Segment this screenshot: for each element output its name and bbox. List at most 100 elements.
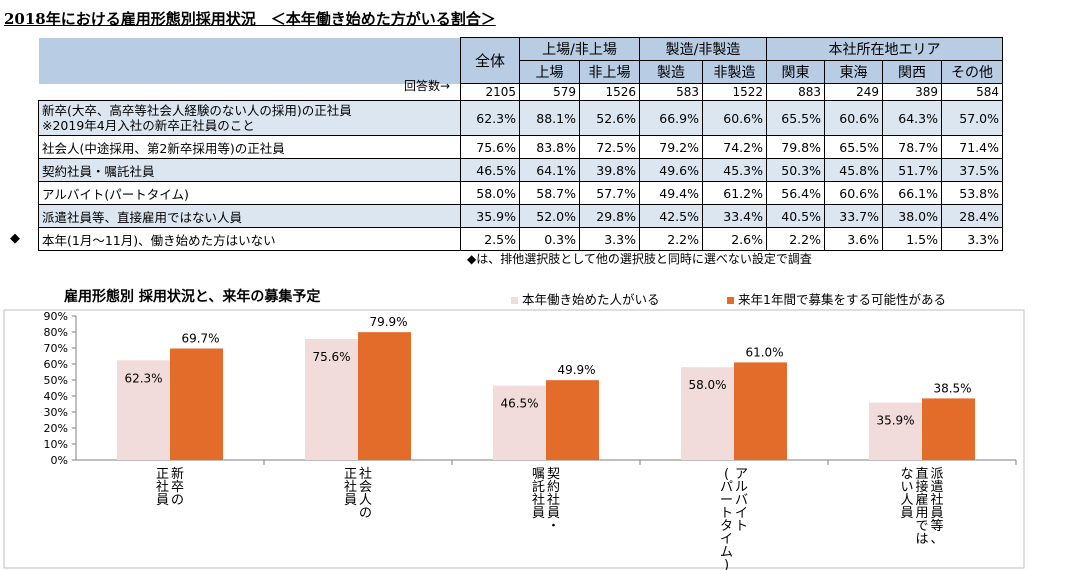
- table-cell: 58.7%: [519, 181, 580, 205]
- table-cell: 58.0%: [460, 181, 520, 205]
- bar: [681, 367, 734, 460]
- table-cell: 60.6%: [824, 181, 883, 205]
- table-cell: 45.8%: [824, 158, 883, 182]
- column-header: 上場: [519, 60, 580, 84]
- table-cell: 33.7%: [824, 204, 883, 228]
- table-cell: 29.8%: [579, 204, 640, 228]
- bar: [869, 402, 922, 460]
- column-header: 関西: [882, 60, 942, 84]
- data-label: 61.0%: [745, 345, 783, 359]
- table-cell: 2.6%: [702, 227, 767, 251]
- respondent-count: 2105: [460, 83, 520, 101]
- row-label: 本年(1月～11月)、働き始めた方はいない: [38, 227, 461, 251]
- category-label-char: 正: [344, 467, 357, 482]
- table-cell: 83.8%: [519, 135, 580, 159]
- table-cell: 62.3%: [460, 100, 520, 136]
- table-cell: 64.3%: [882, 100, 942, 136]
- table-cell: 66.9%: [639, 100, 703, 136]
- category-label-char: 員: [532, 506, 545, 521]
- table-cell: 60.6%: [824, 100, 883, 136]
- category-label-char: 人: [359, 493, 372, 508]
- table-cell: 35.9%: [460, 204, 520, 228]
- bar-chart: 0% 10% 20% 30% 40% 50% 60% 70% 80% 90% 62.3% 69.7% 新…: [3, 309, 1025, 570]
- category-label-char: ア: [735, 467, 748, 482]
- table-cell: 50.3%: [766, 158, 825, 182]
- category-label-char: 用: [915, 506, 928, 521]
- bar: [170, 348, 223, 460]
- page-title: 2018年における雇用形態別採用状況 ＜本年働き始めた方がいる割合＞: [4, 10, 496, 28]
- y-tick-label: 60%: [44, 358, 68, 371]
- y-tick-label: 90%: [44, 310, 68, 323]
- category-label-char: タ: [720, 519, 733, 534]
- bar: [305, 339, 358, 460]
- category-label-char: ル: [735, 480, 748, 495]
- respondent-count: 584: [941, 83, 1003, 101]
- y-tick-label: 80%: [44, 326, 68, 339]
- table-cell: 65.5%: [824, 135, 883, 159]
- table-cell: 3.3%: [941, 227, 1003, 251]
- table-cell: 64.1%: [519, 158, 580, 182]
- data-table: 全体 上場/非上場 製造/非製造 本社所在地エリア 上場 非上場 製造 非製造 …: [38, 37, 1003, 251]
- table-row: 派遣社員等、直接雇用ではない人員 35.9% 52.0% 29.8% 42.5%…: [38, 204, 1003, 228]
- table-cell: 79.8%: [766, 135, 825, 159]
- category-label-char: い: [900, 480, 913, 495]
- table-cell: 66.1%: [882, 181, 942, 205]
- legend-label: 本年働き始めた人がいる: [522, 292, 660, 307]
- table-cell: 49.6%: [639, 158, 703, 182]
- y-tick-label: 10%: [44, 438, 68, 451]
- category-label-char: イ: [735, 506, 748, 521]
- row-label: 派遣社員等、直接雇用ではない人員: [38, 204, 461, 228]
- table-cell: 38.0%: [882, 204, 942, 228]
- table-cell: 79.2%: [639, 135, 703, 159]
- category-label-char: 員: [156, 493, 169, 508]
- table-cell: 2.2%: [766, 227, 825, 251]
- category-label-char: な: [900, 467, 913, 482]
- category-label-char: ト: [720, 506, 733, 521]
- category-label-char: 会: [359, 480, 372, 495]
- respondent-count: 1522: [702, 83, 767, 101]
- category-label-char: 接: [915, 479, 928, 495]
- table-cell: 60.6%: [702, 100, 767, 136]
- legend-item-series-1: 本年働き始めた人がいる: [511, 289, 660, 308]
- table-cell: 37.5%: [941, 158, 1003, 182]
- category-label-char: 嘱: [532, 467, 545, 482]
- category-label-char: で: [915, 519, 928, 534]
- category-label-char: 員: [930, 506, 943, 521]
- respondent-count: 389: [882, 83, 942, 101]
- header-group-manufacturing: 製造/非製造: [639, 37, 767, 61]
- column-header: その他: [941, 60, 1003, 84]
- y-tick-label: 40%: [44, 390, 68, 403]
- table-row: 社会人(中途採用、第2新卒採用等)の正社員 75.6% 83.8% 72.5% …: [38, 135, 1003, 159]
- bar: [117, 360, 170, 460]
- table-cell: 74.2%: [702, 135, 767, 159]
- category-label-char: パ: [720, 480, 733, 495]
- respondents-row: 2105 579 1526 583 1522 883 249 389 584: [38, 83, 1003, 101]
- category-label-char: 社: [532, 492, 545, 508]
- legend-label: 来年1年間で募集をする可能性がある: [738, 292, 946, 307]
- category-label-char: は: [915, 532, 928, 547]
- data-label: 62.3%: [124, 371, 162, 385]
- category-label-char: 社: [156, 479, 169, 495]
- header-group-area: 本社所在地エリア: [766, 37, 1003, 61]
- category-label-char: バ: [735, 493, 748, 508]
- category-label-char: 社: [359, 466, 372, 482]
- table-cell: 49.4%: [639, 181, 703, 205]
- category-label-char: 直: [915, 467, 928, 482]
- header-group-listed: 上場/非上場: [519, 37, 640, 61]
- row-label: 新卒(大卒、高卒等社会人経験のない人の採用)の正社員: [42, 103, 352, 118]
- table-cell: 40.5%: [766, 204, 825, 228]
- legend-swatch: [511, 297, 518, 304]
- data-label: 49.9%: [557, 363, 595, 377]
- table-cell: 3.3%: [579, 227, 640, 251]
- table-cell: 3.6%: [824, 227, 883, 251]
- table-row: 契約社員・嘱託社員 46.5% 64.1% 39.8% 49.6% 45.3% …: [38, 158, 1003, 182]
- table-cell: 0.3%: [519, 227, 580, 251]
- table-cell: 52.6%: [579, 100, 640, 136]
- table-cell: 88.1%: [519, 100, 580, 136]
- respondent-count: 1526: [579, 83, 640, 101]
- data-label: 46.5%: [500, 397, 538, 411]
- y-tick-label: 70%: [44, 342, 68, 355]
- category-label-char: 社: [344, 479, 357, 495]
- chart-frame: [3, 309, 1025, 569]
- table-cell: 45.3%: [702, 158, 767, 182]
